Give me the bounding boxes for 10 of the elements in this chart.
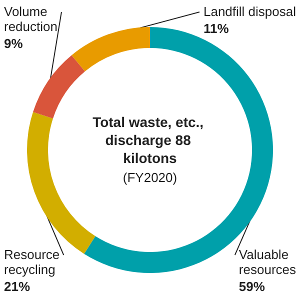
data-label: 11% — [203, 21, 230, 36]
data-label: 59% — [238, 279, 266, 294]
slice-label: Resource recycling — [4, 247, 60, 277]
slice-label: Volume reduction — [4, 4, 58, 34]
data-label: 21% — [4, 279, 30, 294]
text: Total waste, etc., discharge 88 kilotons — [92, 114, 208, 166]
slice-label: Landfill disposal — [203, 4, 296, 19]
text: (FY2020) — [122, 170, 178, 185]
slice-label: Valuable resources — [238, 247, 296, 277]
data-label: 9% — [4, 36, 24, 51]
